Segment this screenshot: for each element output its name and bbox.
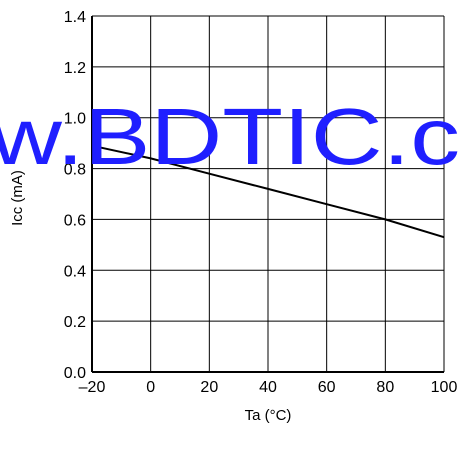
- x-tick-label: 80: [376, 379, 394, 396]
- x-tick-label: –20: [79, 379, 106, 396]
- x-tick-label: 100: [431, 379, 458, 396]
- series: [91, 144, 445, 239]
- y-tick-label: 0.4: [64, 263, 86, 280]
- y-tick-label: 0.0: [64, 365, 86, 382]
- y-tick-label: 1.0: [64, 111, 86, 128]
- x-tick-label: 60: [318, 379, 336, 396]
- y-axis-label: Icc (mA): [9, 170, 26, 226]
- x-tick-label: 40: [259, 379, 277, 396]
- y-tick-label: 1.2: [64, 60, 86, 77]
- x-axis-label: Ta (°C): [245, 407, 292, 424]
- y-tick-label: 0.6: [64, 212, 86, 229]
- x-tick-label: 0: [146, 379, 155, 396]
- y-tick-label: 0.8: [64, 162, 86, 179]
- series-line: [91, 144, 445, 239]
- y-tick-label: 0.2: [64, 314, 86, 331]
- y-tick-label: 1.4: [64, 9, 86, 26]
- grid: [91, 15, 445, 373]
- y-tick-labels: 0.0 0.2 0.4 0.6 0.8 1.0 1.2 1.4: [64, 9, 86, 382]
- x-tick-label: 20: [200, 379, 218, 396]
- watermark-text: w.BDTIC.c: [0, 92, 460, 181]
- x-tick-labels: –20 0 20 40 60 80 100: [79, 379, 458, 396]
